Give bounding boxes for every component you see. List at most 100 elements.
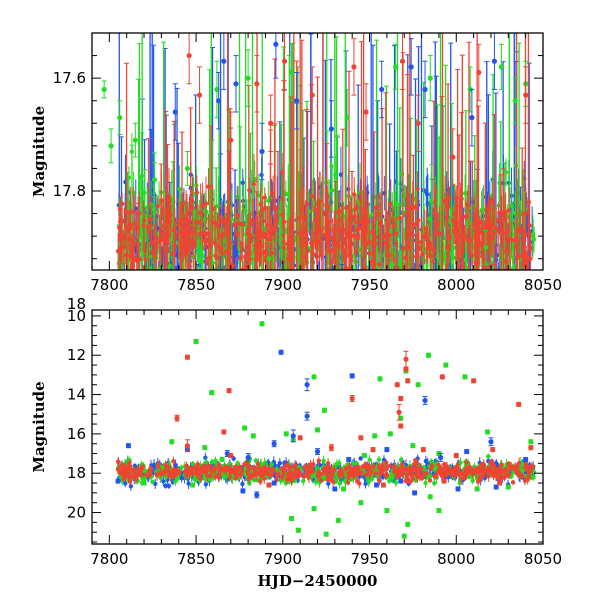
band-point [283, 191, 289, 197]
band-point [176, 230, 182, 235]
data-point [216, 98, 222, 104]
data-point [288, 69, 295, 76]
band-point [188, 302, 192, 306]
data-point [469, 115, 475, 121]
bottom-panel: 7800 7850 7900 7950 8000 8050101214161820Magn… [30, 307, 562, 590]
data-point [254, 81, 260, 87]
band-point [255, 286, 259, 290]
band-point [327, 228, 332, 233]
band-point [148, 303, 152, 307]
band-point [358, 294, 362, 298]
band-point [358, 456, 363, 461]
data-point [294, 98, 300, 104]
band-point [338, 278, 342, 282]
band-point [338, 172, 344, 177]
band-point [517, 253, 522, 259]
band-point [329, 164, 334, 169]
band-point [353, 249, 359, 254]
series-blue [172, 33, 498, 270]
data-point [196, 92, 203, 98]
band-point [218, 289, 222, 293]
band-point [340, 279, 344, 283]
band-point [381, 234, 387, 240]
data-point [392, 64, 399, 70]
band-point [206, 236, 211, 241]
band-point [148, 217, 154, 222]
band-point [504, 273, 508, 277]
band-point [161, 479, 166, 484]
data-point [363, 109, 369, 115]
band-point [132, 242, 137, 247]
band-point [512, 277, 516, 281]
band-point [203, 232, 208, 237]
band-point [322, 232, 328, 238]
band-point [390, 217, 395, 222]
band-point [265, 264, 270, 269]
band-point [391, 223, 397, 228]
data-point [132, 137, 138, 143]
data-point [415, 120, 421, 126]
y-axis-label: Magnitude [30, 106, 48, 197]
x-axis: 7800 7850 7900 7950 8000 8050 [90, 33, 562, 294]
band-point [261, 231, 267, 236]
data-point [233, 81, 239, 87]
data-point [427, 75, 433, 81]
band-point [230, 271, 234, 275]
band-point [185, 227, 191, 233]
band-point [250, 218, 255, 223]
band-point [425, 289, 429, 293]
band-point [363, 481, 368, 487]
band-point [125, 271, 129, 275]
band-point [378, 222, 383, 228]
data-point [228, 137, 234, 143]
band-point [142, 247, 147, 252]
data-point [476, 69, 482, 76]
band-point [168, 212, 173, 218]
band-point [200, 203, 205, 209]
band-point [194, 190, 200, 195]
band-point [235, 231, 240, 237]
band-point [302, 270, 306, 274]
band-point [158, 275, 162, 279]
band-point [428, 253, 433, 259]
band-point [143, 257, 148, 262]
band-point [186, 481, 191, 486]
data-point [422, 86, 428, 93]
band-point [193, 295, 197, 299]
band-point [403, 255, 408, 261]
band-point [517, 272, 521, 276]
band-point [317, 275, 321, 279]
band-point [509, 203, 514, 209]
band-point [166, 276, 170, 280]
band-point [367, 251, 372, 256]
band-point [213, 253, 218, 258]
x-tick-label: 7850 [177, 276, 215, 294]
data-point [259, 148, 265, 155]
band-point [506, 208, 512, 213]
data-point [450, 154, 456, 160]
band-point [351, 233, 357, 238]
series-green [101, 43, 529, 270]
band-point [413, 222, 418, 227]
band-point [462, 191, 468, 196]
band-point [499, 273, 503, 277]
band-point [230, 263, 235, 268]
band-point [260, 207, 265, 212]
band-point [486, 213, 491, 218]
band-point [419, 240, 424, 245]
band-point [140, 285, 144, 289]
x-tick-label: 7950 [350, 276, 388, 294]
band-point [155, 203, 161, 209]
data-point [186, 52, 192, 59]
band-point [351, 461, 356, 466]
data-point [221, 58, 227, 64]
data-point [351, 64, 357, 70]
band-point [131, 255, 137, 261]
band-point [376, 262, 382, 267]
data-point [273, 41, 279, 47]
band-point [300, 299, 304, 303]
series-red [176, 33, 529, 270]
plot-area [115, 321, 537, 539]
band-point [394, 231, 399, 236]
band-point [388, 201, 393, 207]
